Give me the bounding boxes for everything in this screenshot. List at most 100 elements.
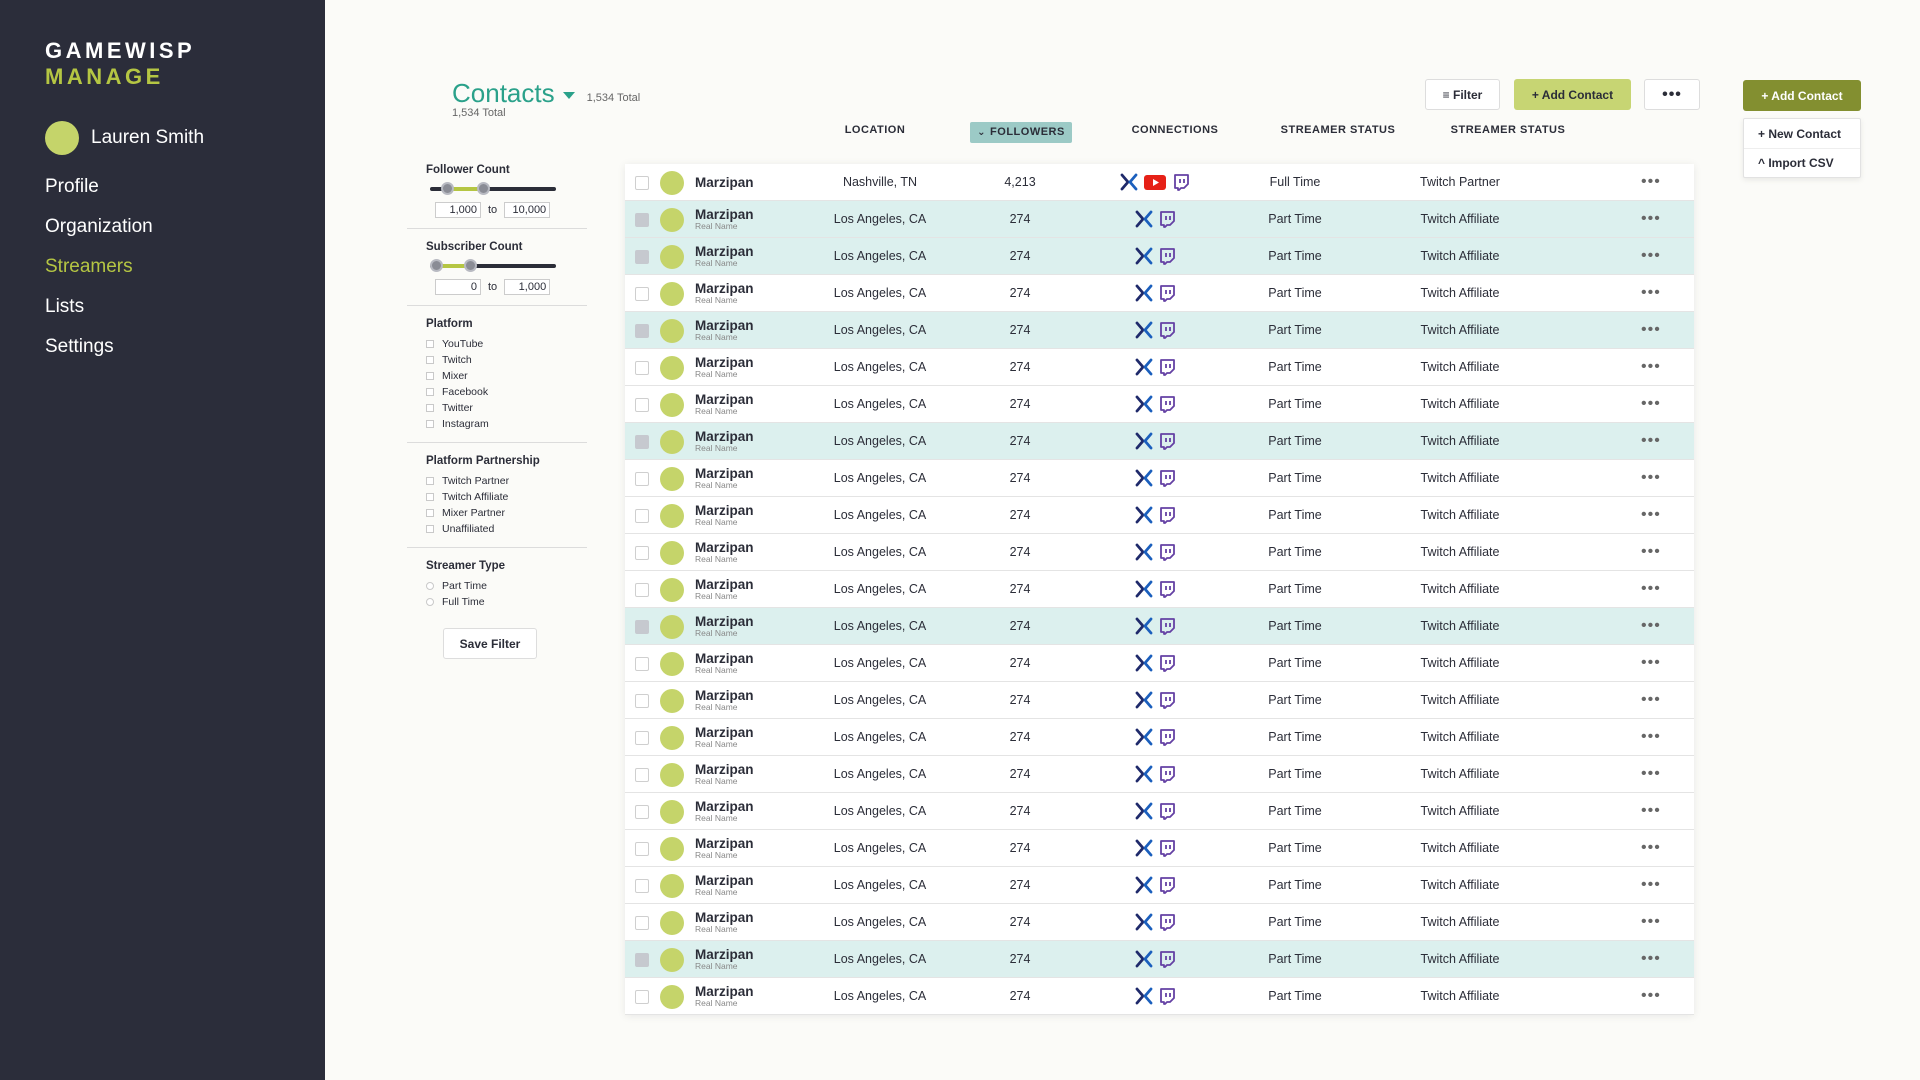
streamer-name[interactable]: Marzipan [695,762,754,777]
table-row[interactable]: Marzipan Nashville, TN 4,213 Full Time Twitc… [625,164,1694,201]
streamer-name-cell[interactable]: Marzipan Real Name [695,725,754,749]
streamer-name[interactable]: Marzipan [695,873,754,888]
row-checkbox[interactable] [635,176,649,190]
row-more-button[interactable]: ••• [1641,580,1661,597]
mixer-icon[interactable] [1135,247,1153,265]
streamer-name-cell[interactable]: Marzipan Real Name [695,207,754,231]
streamer-name-cell[interactable]: Marzipan Real Name [695,984,754,1008]
row-checkbox[interactable] [635,768,649,782]
mixer-icon[interactable] [1135,321,1153,339]
mixer-icon[interactable] [1135,802,1153,820]
menu-item-import-csv[interactable]: ^ Import CSV [1744,148,1860,177]
streamer-name-cell[interactable]: Marzipan Real Name [695,836,754,860]
table-row[interactable]: Marzipan Real Name Los Angeles, CA 274 Part … [625,682,1694,719]
streamer-name-cell[interactable]: Marzipan Real Name [695,651,754,675]
twitch-icon[interactable] [1158,876,1176,894]
mixer-icon[interactable] [1135,617,1153,635]
column-header-streamer-status-2[interactable]: STREAMER STATUS [1450,124,1566,136]
checkbox[interactable] [426,525,434,533]
slider-handle-min[interactable] [441,182,455,195]
follower-max-input[interactable] [504,202,551,218]
mixer-icon[interactable] [1135,691,1153,709]
row-more-button[interactable]: ••• [1641,432,1661,449]
streamer-name[interactable]: Marzipan [695,355,754,370]
twitch-icon[interactable] [1158,432,1176,450]
checkbox[interactable] [426,404,434,412]
sidebar-item-settings[interactable]: Settings [45,336,114,357]
twitch-icon[interactable] [1158,284,1176,302]
table-row[interactable]: Marzipan Real Name Los Angeles, CA 274 Part … [625,386,1694,423]
row-more-button[interactable]: ••• [1641,987,1661,1004]
checkbox-twitch-partner[interactable]: Twitch Partner [426,473,568,489]
slider-handle-min[interactable] [430,259,443,272]
row-checkbox[interactable] [635,287,649,301]
twitch-icon[interactable] [1158,765,1176,783]
row-checkbox[interactable] [635,398,649,412]
twitch-icon[interactable] [1158,913,1176,931]
checkbox-twitter[interactable]: Twitter [426,400,568,416]
mixer-icon[interactable] [1135,728,1153,746]
subscriber-count-slider[interactable] [430,259,556,273]
checkbox-youtube[interactable]: YouTube [426,336,568,352]
streamer-name-cell[interactable]: Marzipan Real Name [695,799,754,823]
checkbox[interactable] [426,356,434,364]
streamer-name[interactable]: Marzipan [695,503,754,518]
checkbox[interactable] [426,477,434,485]
mixer-icon[interactable] [1135,839,1153,857]
twitch-icon[interactable] [1158,950,1176,968]
twitch-icon[interactable] [1158,395,1176,413]
streamer-name[interactable]: Marzipan [695,651,754,666]
streamer-name[interactable]: Marzipan [695,836,754,851]
table-row[interactable]: Marzipan Real Name Los Angeles, CA 274 Part … [625,978,1694,1015]
row-more-button[interactable]: ••• [1641,284,1661,301]
row-more-button[interactable]: ••• [1641,802,1661,819]
subscriber-min-input[interactable] [435,279,481,295]
row-checkbox[interactable] [635,879,649,893]
follower-count-slider[interactable] [430,182,556,196]
brand-logo[interactable]: GAMEWISP MANAGE [45,38,195,90]
filter-button[interactable]: ≡ Filter [1425,79,1500,110]
mixer-icon[interactable] [1135,765,1153,783]
streamer-name[interactable]: Marzipan [695,392,754,407]
table-row[interactable]: Marzipan Real Name Los Angeles, CA 274 Part … [625,830,1694,867]
row-checkbox[interactable] [635,953,649,967]
table-row[interactable]: Marzipan Real Name Los Angeles, CA 274 Part … [625,312,1694,349]
streamer-name[interactable]: Marzipan [695,725,754,740]
mixer-icon[interactable] [1135,469,1153,487]
checkbox[interactable] [426,340,434,348]
twitch-icon[interactable] [1158,358,1176,376]
checkbox[interactable] [426,420,434,428]
checkbox-twitch-affiliate[interactable]: Twitch Affiliate [426,489,568,505]
subscriber-max-input[interactable] [504,279,551,295]
mixer-icon[interactable] [1120,173,1138,191]
streamer-name[interactable]: Marzipan [695,244,754,259]
page-title[interactable]: Contacts [452,78,555,108]
streamer-name[interactable]: Marzipan [695,910,754,925]
row-more-button[interactable]: ••• [1641,395,1661,412]
mixer-icon[interactable] [1135,543,1153,561]
checkbox-twitch[interactable]: Twitch [426,352,568,368]
table-row[interactable]: Marzipan Real Name Los Angeles, CA 274 Part … [625,904,1694,941]
twitch-icon[interactable] [1158,802,1176,820]
table-row[interactable]: Marzipan Real Name Los Angeles, CA 274 Part … [625,201,1694,238]
row-checkbox[interactable] [635,842,649,856]
table-row[interactable]: Marzipan Real Name Los Angeles, CA 274 Part … [625,349,1694,386]
table-row[interactable]: Marzipan Real Name Los Angeles, CA 274 Part … [625,867,1694,904]
table-row[interactable]: Marzipan Real Name Los Angeles, CA 274 Part … [625,497,1694,534]
row-more-button[interactable]: ••• [1641,839,1661,856]
twitch-icon[interactable] [1158,321,1176,339]
radio-part-time[interactable]: Part Time [426,578,568,594]
streamer-name[interactable]: Marzipan [695,175,754,190]
table-row[interactable]: Marzipan Real Name Los Angeles, CA 274 Part … [625,423,1694,460]
streamer-name-cell[interactable]: Marzipan Real Name [695,910,754,934]
mixer-icon[interactable] [1135,987,1153,1005]
streamer-name[interactable]: Marzipan [695,466,754,481]
streamer-name-cell[interactable]: Marzipan Real Name [695,281,754,305]
column-header-connections[interactable]: CONNECTIONS [1131,124,1219,136]
caret-down-icon[interactable] [562,92,575,99]
row-checkbox[interactable] [635,583,649,597]
row-more-button[interactable]: ••• [1641,913,1661,930]
twitch-icon[interactable] [1158,210,1176,228]
streamer-name-cell[interactable]: Marzipan Real Name [695,873,754,897]
streamer-name[interactable]: Marzipan [695,688,754,703]
